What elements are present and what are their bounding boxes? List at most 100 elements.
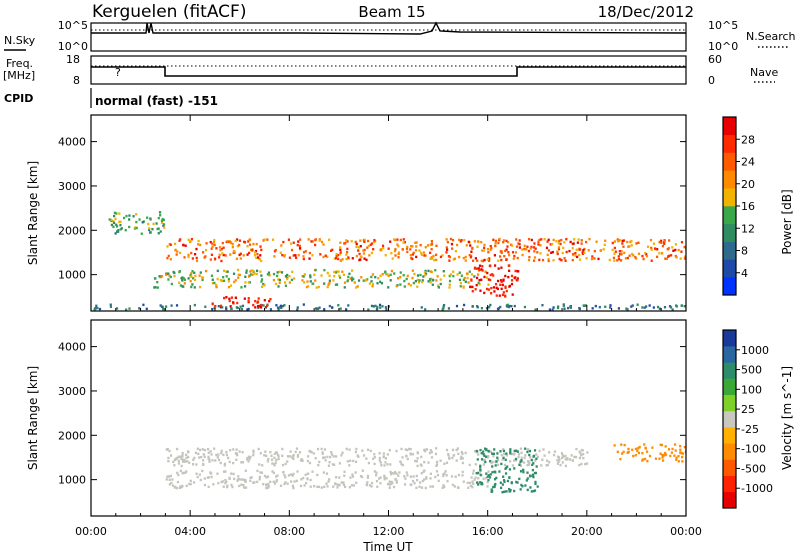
velocity-cell [196,447,199,450]
freq-left-tick-top: 18 [66,53,80,66]
power-cell [225,296,228,299]
power-cell [497,241,500,245]
velocity-cell [261,464,264,467]
power-cell [650,259,653,262]
power-cell [145,307,148,311]
power-cell [240,286,243,289]
power-cell [239,252,242,255]
power-cell [499,279,503,282]
velocity-cell [348,448,351,451]
power-cell [411,257,414,261]
velocity-cell [580,454,583,457]
power-cell [239,305,242,308]
velocity-cell [477,481,480,484]
velocity-cell [494,464,497,467]
power-cell [363,248,366,252]
power-cell [314,238,317,242]
power-cell [236,244,239,248]
power-cell [463,238,466,242]
power-cell [343,281,347,284]
power-cell [232,272,236,275]
velocity-cell [534,471,537,475]
velocity-cell [638,445,641,449]
velocity-cell [442,473,445,476]
velocity-cell [348,485,351,489]
power-cell [502,291,505,294]
power-cell [494,282,498,286]
velocity-cell [490,488,493,491]
power-cell [430,239,433,243]
power-cell [437,286,440,289]
velocity-cell [562,455,565,458]
velocity-cell [203,483,207,487]
power-cell [257,306,260,310]
power-cell [280,244,283,247]
power-cell [199,243,202,247]
power-cell [668,239,671,242]
power-cell [419,273,422,277]
velocity-cell [395,479,398,482]
power-cell [149,231,152,234]
velocity-cell [221,480,224,483]
power-cell [181,279,184,282]
velocity-cell [411,452,414,456]
velocity-cell [323,448,327,451]
power-cell [261,285,264,289]
velocity-cell [275,451,278,454]
colorbar-tick-label: 12 [741,222,755,235]
colorbar-segment [723,206,736,225]
velocity-cell [299,459,303,462]
power-colorbar-label: Power [dB] [780,189,794,254]
power-cell [424,272,428,276]
velocity-cell [564,454,567,458]
velocity-cell [401,463,404,467]
power-cell [115,230,119,233]
power-cell [451,238,455,242]
power-cell [501,283,504,287]
velocity-cell [661,459,665,462]
velocity-cell [482,463,485,466]
velocity-cell [435,447,438,450]
power-cell [556,250,559,253]
power-cell [507,240,510,244]
power-cell [478,268,481,272]
power-cell [369,243,372,247]
power-cell [407,282,410,286]
velocity-cell [207,455,210,459]
power-cell [489,273,492,277]
velocity-cell [492,485,495,489]
velocity-cell [395,472,398,475]
y-tick-label: 3000 [58,385,86,398]
velocity-cell [225,453,229,457]
power-cell [221,306,224,309]
velocity-cell [259,452,262,455]
power-cell [128,218,131,221]
power-cell [551,250,554,254]
power-cell [214,304,217,308]
velocity-cell [322,456,325,460]
power-cell [349,277,352,280]
velocity-cell [553,450,556,453]
velocity-cell [622,450,625,454]
power-cell [459,285,462,288]
velocity-cell [231,485,234,489]
velocity-cell [664,451,667,455]
velocity-cell [267,485,271,488]
velocity-cell [493,478,497,481]
power-cell [278,306,282,309]
velocity-cell [436,463,439,466]
velocity-cell [490,490,493,494]
power-cell [409,245,413,248]
power-cell [471,247,474,250]
power-cell [486,258,489,261]
power-cell [478,264,482,267]
velocity-cell [289,480,293,483]
power-cell [471,305,474,308]
power-cell [631,252,634,256]
power-cell [160,274,164,278]
power-cell [427,269,430,273]
velocity-cell [181,451,184,455]
power-cell [135,213,138,216]
power-cell [628,245,631,248]
velocity-cell [412,475,415,478]
